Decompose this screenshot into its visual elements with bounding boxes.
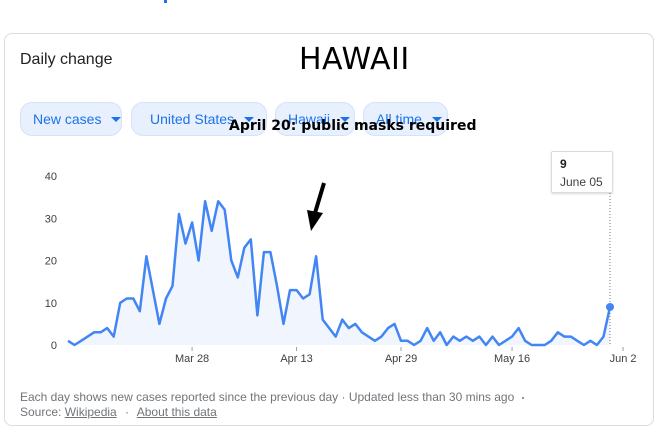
about-data-link[interactable]: About this data: [136, 405, 217, 419]
tooltip-value: 9: [560, 157, 567, 171]
source-link[interactable]: Wikipedia: [64, 405, 117, 419]
filter-country-label: United States: [150, 111, 235, 127]
info-icon[interactable]: [522, 396, 525, 399]
chevron-down-icon: [244, 116, 255, 122]
x-tick-label: Jun 2: [610, 353, 637, 365]
chart-tooltip: 9 June 05: [551, 151, 613, 193]
y-tick-label: 20: [45, 256, 57, 268]
chevron-down-icon: [431, 116, 442, 122]
chevron-down-icon: [111, 116, 122, 122]
x-axis: Mar 28 Apr 13 Apr 29 May 16 Jun 2: [175, 347, 637, 365]
top-edge-marker: [164, 0, 167, 3]
cases-area: [68, 201, 610, 345]
footer-note: Each day shows new cases reported since …: [20, 390, 515, 404]
filter-time-range-label: All time: [376, 111, 422, 127]
filter-region[interactable]: Hawaii: [275, 102, 355, 136]
cases-line: [67, 200, 612, 347]
y-tick-label: 30: [45, 213, 57, 225]
daily-change-card: Daily change HAWAII New cases United Sta…: [4, 33, 654, 426]
x-tick-label: Apr 13: [280, 353, 312, 365]
filter-country[interactable]: United States: [131, 102, 267, 136]
filter-time-range[interactable]: All time: [363, 102, 448, 136]
y-tick-label: 0: [51, 340, 57, 352]
x-tick-label: Apr 29: [385, 353, 417, 365]
tooltip-date: June 05: [560, 175, 603, 189]
filter-new-cases-label: New cases: [33, 111, 102, 127]
x-tick-label: Mar 28: [175, 353, 209, 365]
down-arrow-icon: [307, 182, 326, 231]
filter-new-cases[interactable]: New cases: [20, 102, 122, 136]
overlay-title: HAWAII: [299, 42, 410, 77]
hover-point: [606, 302, 614, 311]
filter-region-label: Hawaii: [288, 111, 331, 127]
y-axis: 0 10 20 30 40: [45, 171, 57, 352]
annotation-text: April 20: public masks required: [229, 118, 477, 134]
x-tick-label: May 16: [494, 353, 530, 365]
card-footer: Each day shows new cases reported since …: [20, 390, 525, 420]
y-tick-label: 10: [45, 298, 57, 310]
card-title: Daily change: [20, 51, 113, 68]
source-label: Source:: [20, 405, 62, 419]
chevron-down-icon: [340, 116, 351, 122]
y-tick-label: 40: [45, 171, 57, 183]
